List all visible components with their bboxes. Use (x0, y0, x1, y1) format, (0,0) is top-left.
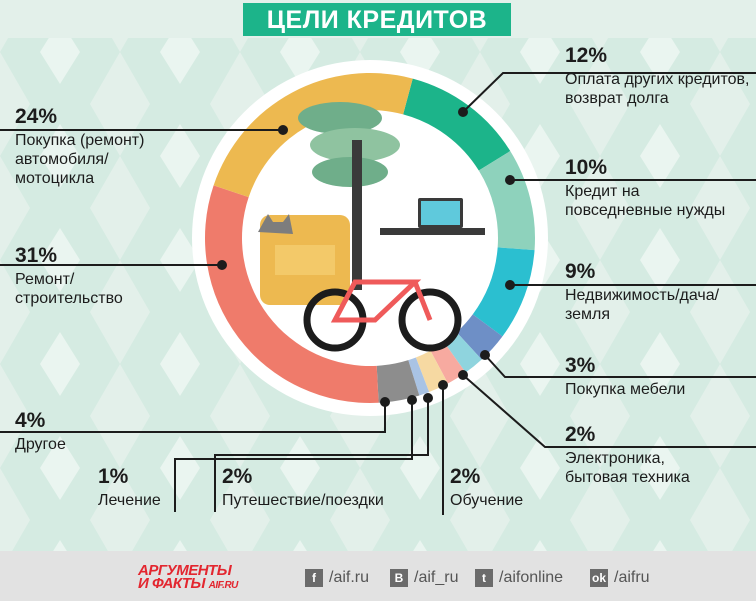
tree-crown-icon (298, 102, 382, 134)
label-travel: 2% Путешествие/поездки (222, 465, 384, 509)
label-furniture: 3% Покупка мебели (565, 354, 686, 398)
vk-icon: B (390, 569, 408, 587)
social-twitter[interactable]: t/aifonline (475, 569, 563, 587)
label-medical: 1% Лечение (98, 465, 161, 509)
label-education: 2% Обучение (450, 465, 524, 509)
center-illustration (258, 102, 485, 352)
label-debt: 12% Оплата других кредитов, возврат долга (565, 44, 750, 107)
label-realty: 9% Недвижимость/дача/ земля (565, 260, 720, 323)
label-electronics: 2% Электроника, бытовая техника (565, 423, 690, 486)
leader-lines (0, 72, 756, 515)
facebook-icon: f (305, 569, 323, 587)
tree-trunk-icon (352, 140, 362, 290)
cat-icon (258, 214, 293, 234)
label-car: 24% Покупка (ремонт) автомобиля/ мотоцикл… (15, 105, 145, 187)
donut-chart (0, 60, 756, 515)
table-icon (380, 228, 485, 235)
twitter-icon: t (475, 569, 493, 587)
donut-slice-8 (376, 360, 420, 403)
donut-slice-9 (204, 185, 379, 403)
label-everyday: 10% Кредит на повседневные нужды (565, 156, 726, 219)
odnoklassniki-icon: ok (590, 569, 608, 587)
social-vk[interactable]: B/aif_ru (390, 569, 458, 587)
chart-title: ЦЕЛИ КРЕДИТОВ (243, 3, 511, 36)
social-odnoklassniki[interactable]: ok/aifru (590, 569, 650, 587)
donut-slice-4 (444, 332, 482, 373)
label-renovation: 31% Ремонт/ строительство (15, 244, 123, 307)
donut-slice-7 (408, 357, 430, 396)
social-facebook[interactable]: f/aif.ru (305, 569, 369, 587)
label-other: 4% Другое (15, 409, 66, 453)
aif-logo[interactable]: АРГУМЕНТЫ И ФАКТЫ AIF.RU (138, 562, 238, 592)
donut-slice-10 (213, 73, 413, 198)
donut-slice-3 (456, 314, 503, 360)
donut-slice-2 (472, 247, 535, 337)
footer (0, 551, 756, 601)
leader-dots (217, 107, 515, 407)
donut-slice-0 (403, 78, 511, 171)
donut-slice-1 (478, 151, 535, 251)
title-bar: ЦЕЛИ КРЕДИТОВ (0, 0, 756, 38)
donut-slice-5 (430, 342, 466, 384)
